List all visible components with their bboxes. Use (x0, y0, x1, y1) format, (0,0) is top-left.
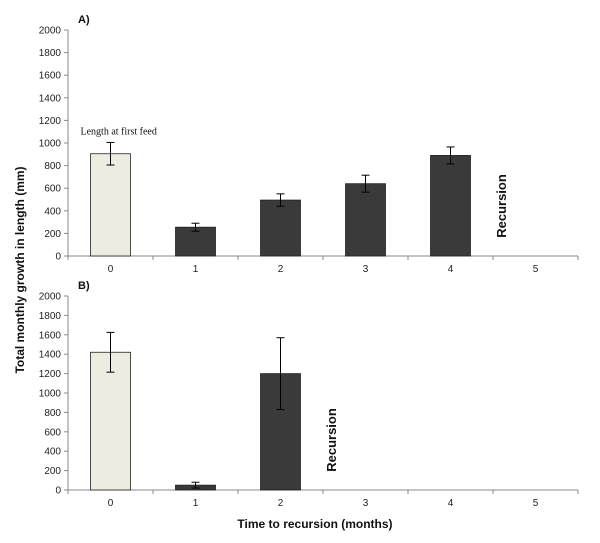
panel-b-x-tick-label: 4 (448, 498, 454, 509)
panel-a-y-tick-label: 600 (44, 184, 61, 195)
x-axis-title: Time to recursion (months) (237, 517, 392, 531)
panel-a-x-tick-label: 5 (533, 264, 539, 275)
panel-b-y-tick-label: 1600 (39, 330, 62, 341)
panel-b-x-tick-label: 5 (533, 498, 539, 509)
panel-a-y-tick-label: 200 (44, 229, 61, 240)
y-axis-title: Total monthly growth in length (mm) (13, 166, 27, 373)
panel-a-x-tick-label: 3 (363, 264, 369, 275)
panel-a-bar-1 (175, 226, 216, 257)
panel-b-y-tick-label: 800 (44, 408, 61, 419)
panel-a: 0 200 400 600 800 1000 1200 1400 1600 1800 2000 0 1 2… (39, 14, 579, 275)
panel-a-bar-4 (430, 155, 471, 257)
panel-a-y-tick-label: 2000 (39, 26, 62, 37)
panel-a-y-tick-label: 0 (55, 252, 61, 263)
panel-b-x-tick-label: 1 (193, 498, 199, 509)
panel-a-bar-2 (260, 199, 301, 257)
panel-a-x-tick-label: 1 (193, 264, 199, 275)
panel-a-y-tick-label: 1400 (39, 93, 62, 104)
panel-a-y-tick-label: 400 (44, 206, 61, 217)
panel-a-bar-3 (345, 183, 386, 257)
panel-b-y-tick-label: 1200 (39, 369, 62, 380)
panel-b-x-tick-label: 3 (363, 498, 369, 509)
panel-b-y-tick-label: 0 (55, 486, 61, 497)
panel-b-x-tick-label: 2 (278, 498, 284, 509)
panel-b-y-tick-label: 1400 (39, 350, 62, 361)
panel-b-y-tick-label: 1800 (39, 311, 62, 322)
panel-a-x-tick-label: 2 (278, 264, 284, 275)
panel-b-y-tick-label: 600 (44, 427, 61, 438)
panel-a-annotation: Length at first feed (81, 126, 157, 137)
panel-b-y-tick-label: 2000 (39, 292, 62, 303)
panel-b: 0 200 400 600 800 1000 1200 1400 1600 1800 2000 0 1 2… (39, 280, 579, 509)
panel-a-x-tick-label: 0 (108, 264, 114, 275)
panel-b-y-tick-label: 400 (44, 447, 61, 458)
panel-a-y-tick-label: 1600 (39, 71, 62, 82)
panel-a-y-tick-label: 800 (44, 161, 61, 172)
panel-b-bar-0 (90, 351, 131, 491)
panel-a-y-tick-label: 1200 (39, 116, 62, 127)
panel-b-y-tick-label: 200 (44, 466, 61, 477)
panel-a-label: A) (78, 14, 90, 26)
panel-a-y-tick-label: 1000 (39, 139, 62, 150)
panel-b-x-tick-label: 0 (108, 498, 114, 509)
panel-b-y-tick-label: 1000 (39, 389, 62, 400)
panel-b-recursion-label: Recursion (324, 408, 339, 472)
panel-a-bar-0 (90, 153, 131, 257)
panel-a-x-tick-label: 4 (448, 264, 454, 275)
panel-b-label: B) (78, 280, 90, 292)
panel-a-y-tick-label: 1800 (39, 48, 62, 59)
panel-a-recursion-label: Recursion (494, 174, 509, 238)
